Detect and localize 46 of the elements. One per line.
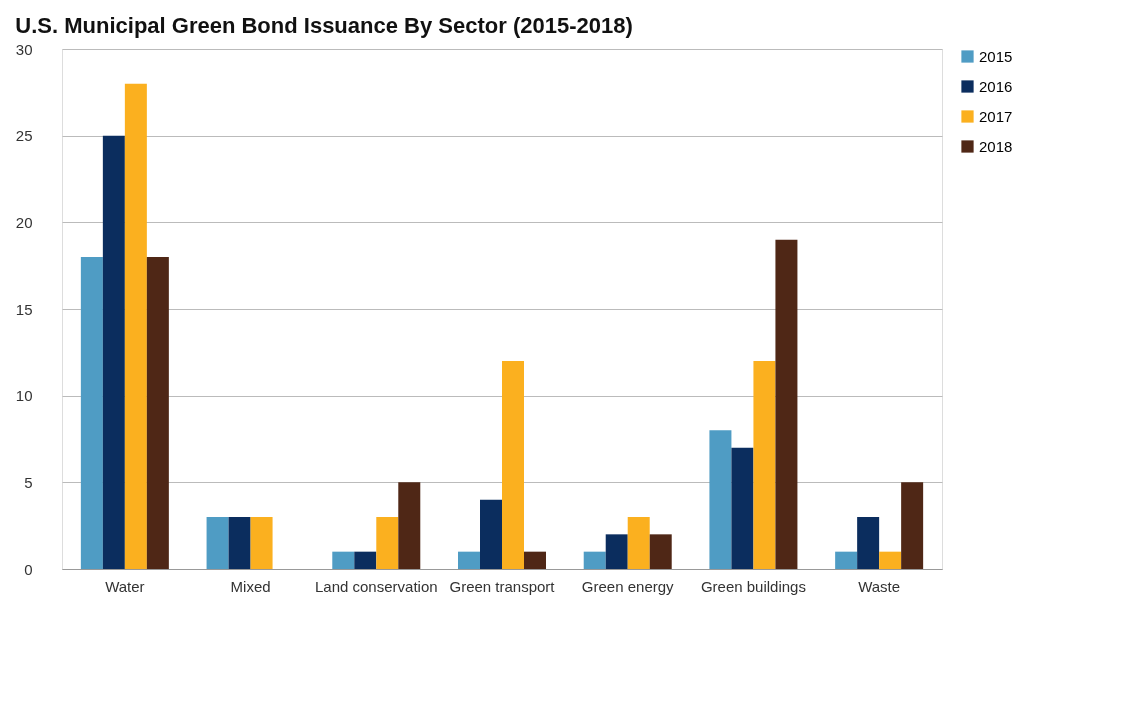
bar (398, 482, 421, 569)
bar (583, 551, 606, 569)
legend-label: 2017 (979, 107, 1013, 125)
x-tick-label: Green transport (449, 577, 556, 595)
bar (879, 551, 902, 569)
x-tick-label: Green buildings (700, 577, 806, 595)
bar (753, 361, 776, 569)
x-tick-label: Mixed (230, 577, 271, 595)
bar (901, 482, 924, 569)
bar (857, 517, 880, 569)
y-tick-label: 20 (15, 213, 33, 231)
y-tick-label: 25 (15, 127, 33, 145)
bar (124, 83, 147, 569)
y-tick-label: 10 (15, 387, 33, 405)
x-tick-label: Land conservation (314, 577, 438, 595)
y-tick-label: 5 (24, 473, 33, 491)
bar (376, 517, 399, 569)
x-tick-label: Green energy (581, 577, 675, 595)
legend-label: 2016 (979, 77, 1013, 95)
bar (731, 447, 754, 569)
y-tick-label: 30 (15, 40, 33, 58)
bar (250, 517, 273, 569)
bar (502, 361, 524, 569)
bar (146, 257, 169, 569)
bar (835, 551, 858, 569)
bar (458, 551, 480, 569)
x-tick-label: Water (105, 577, 145, 595)
chart-title: U.S. Municipal Green Bond Issuance By Sector (2015-2018) (15, 13, 633, 38)
bar (206, 517, 229, 569)
bar (649, 534, 672, 569)
bar (480, 499, 502, 569)
bar (709, 430, 732, 569)
bar (80, 257, 103, 569)
legend-label: 2015 (979, 47, 1013, 65)
x-tick-label: Waste (858, 577, 901, 595)
bar (332, 551, 355, 569)
bar (102, 135, 125, 569)
y-tick-label: 0 (24, 560, 33, 578)
bar (524, 551, 546, 569)
bar (605, 534, 628, 569)
bar (354, 551, 377, 569)
legend-label: 2018 (979, 137, 1013, 155)
y-tick-label: 15 (15, 300, 33, 318)
bar (627, 517, 650, 569)
bar (775, 239, 798, 569)
bar (228, 517, 251, 569)
